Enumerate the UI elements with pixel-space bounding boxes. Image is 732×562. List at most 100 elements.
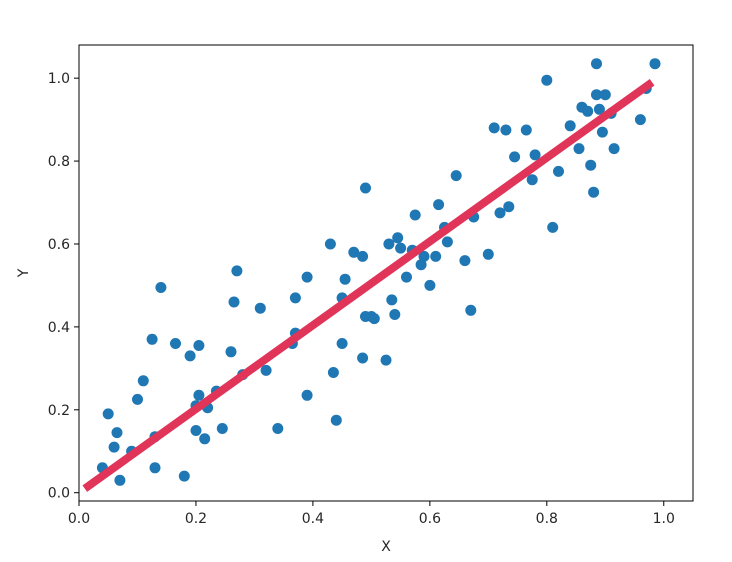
scatter-point bbox=[348, 246, 360, 258]
scatter-point bbox=[260, 364, 272, 376]
scatter-point bbox=[324, 238, 336, 250]
scatter-point bbox=[108, 441, 120, 453]
scatter-point bbox=[433, 199, 445, 211]
scatter-point bbox=[155, 282, 167, 293]
y-axis-label: Y bbox=[16, 268, 32, 278]
scatter-point bbox=[591, 89, 602, 101]
scatter-point bbox=[389, 309, 401, 320]
scatter-point bbox=[450, 170, 462, 182]
scatter-point bbox=[228, 296, 240, 308]
scatter-point bbox=[327, 367, 339, 378]
scatter-point bbox=[272, 423, 284, 434]
scatter-point bbox=[494, 207, 506, 219]
scatter-point bbox=[114, 474, 126, 486]
scatter-point bbox=[585, 159, 597, 171]
scatter-point bbox=[199, 433, 211, 445]
x-tick-label: 0.2 bbox=[185, 511, 207, 527]
scatter-point bbox=[401, 271, 412, 283]
scatter-point bbox=[520, 124, 532, 136]
scatter-point bbox=[509, 151, 521, 163]
scatter-point bbox=[503, 201, 515, 213]
scatter-point bbox=[368, 313, 380, 325]
scatter-point bbox=[111, 427, 123, 439]
points-layer bbox=[96, 58, 661, 486]
scatter-point bbox=[190, 425, 202, 436]
scatter-point bbox=[596, 126, 608, 138]
x-tick-label: 1.0 bbox=[653, 511, 675, 527]
scatter-point bbox=[588, 186, 600, 198]
scatter-point bbox=[102, 408, 114, 420]
scatter-point bbox=[231, 265, 243, 277]
scatter-point bbox=[301, 389, 313, 401]
scatter-point bbox=[137, 375, 149, 387]
scatter-point bbox=[547, 221, 559, 233]
x-tick-label: 0.6 bbox=[419, 511, 441, 527]
scatter-point bbox=[634, 114, 646, 126]
scatter-point bbox=[526, 174, 538, 186]
scatter-point bbox=[289, 292, 301, 304]
scatter-point bbox=[573, 143, 585, 155]
fit-line-layer bbox=[82, 79, 655, 492]
x-tick-label: 0.4 bbox=[302, 511, 324, 527]
scatter-point bbox=[608, 143, 620, 155]
scatter-point bbox=[395, 242, 407, 254]
scatter-point bbox=[357, 352, 369, 364]
x-axis-label: X bbox=[381, 539, 391, 555]
scatter-point bbox=[529, 149, 541, 161]
scatter-point bbox=[441, 236, 453, 248]
scatter-point bbox=[178, 470, 190, 482]
scatter-point bbox=[380, 354, 392, 366]
scatter-point bbox=[541, 74, 553, 86]
y-tick-label: 0.8 bbox=[48, 154, 70, 170]
y-tick-label: 0.4 bbox=[48, 320, 70, 336]
x-tick-label: 0.0 bbox=[68, 511, 90, 527]
scatter-point bbox=[225, 346, 237, 358]
scatter-point bbox=[216, 423, 228, 434]
scatter-point bbox=[301, 271, 313, 283]
scatter-point bbox=[649, 58, 661, 70]
scatter-point bbox=[360, 182, 371, 194]
x-tick-label: 0.8 bbox=[536, 511, 558, 527]
scatter-point bbox=[424, 279, 436, 291]
y-tick-label: 0.6 bbox=[48, 237, 70, 253]
scatter-point bbox=[582, 105, 594, 117]
x-axis: 0.0 0.2 0.4 0.6 0.8 1.0 bbox=[68, 501, 675, 527]
scatter-point bbox=[339, 273, 351, 285]
scatter-point bbox=[383, 238, 395, 250]
scatter-point bbox=[386, 294, 398, 306]
y-axis: 0.0 0.2 0.4 0.6 0.8 1.0 bbox=[48, 71, 79, 502]
scatter-point bbox=[336, 338, 348, 349]
scatter-point bbox=[254, 302, 266, 314]
y-tick-label: 0.2 bbox=[48, 403, 70, 419]
scatter-point bbox=[488, 122, 500, 134]
scatter-point bbox=[430, 250, 442, 262]
scatter-point bbox=[415, 259, 427, 271]
scatter-point bbox=[459, 255, 471, 267]
scatter-point bbox=[149, 462, 161, 474]
scatter-point bbox=[330, 414, 342, 426]
plot-area-frame bbox=[78, 44, 694, 502]
scatter-point bbox=[170, 338, 181, 349]
scatter-point bbox=[357, 250, 369, 262]
y-tick-label: 0.0 bbox=[48, 486, 70, 502]
scatter-point bbox=[184, 350, 196, 362]
scatter-point bbox=[553, 165, 564, 177]
scatter-point bbox=[193, 389, 205, 401]
scatter-point bbox=[599, 89, 611, 101]
scatter-point bbox=[418, 250, 430, 262]
scatter-point bbox=[482, 248, 494, 260]
scatter-point bbox=[146, 333, 158, 345]
scatter-point bbox=[193, 340, 205, 351]
scatter-point bbox=[564, 120, 576, 132]
scatter-point bbox=[591, 58, 602, 70]
scatter-point bbox=[593, 103, 605, 115]
scatter-point bbox=[465, 304, 477, 316]
fit-line bbox=[82, 79, 655, 492]
y-tick-label: 1.0 bbox=[48, 71, 70, 87]
scatter-point bbox=[409, 209, 421, 221]
scatter-point bbox=[132, 393, 143, 405]
scatter-point bbox=[392, 232, 404, 244]
scatter-point bbox=[500, 124, 512, 136]
